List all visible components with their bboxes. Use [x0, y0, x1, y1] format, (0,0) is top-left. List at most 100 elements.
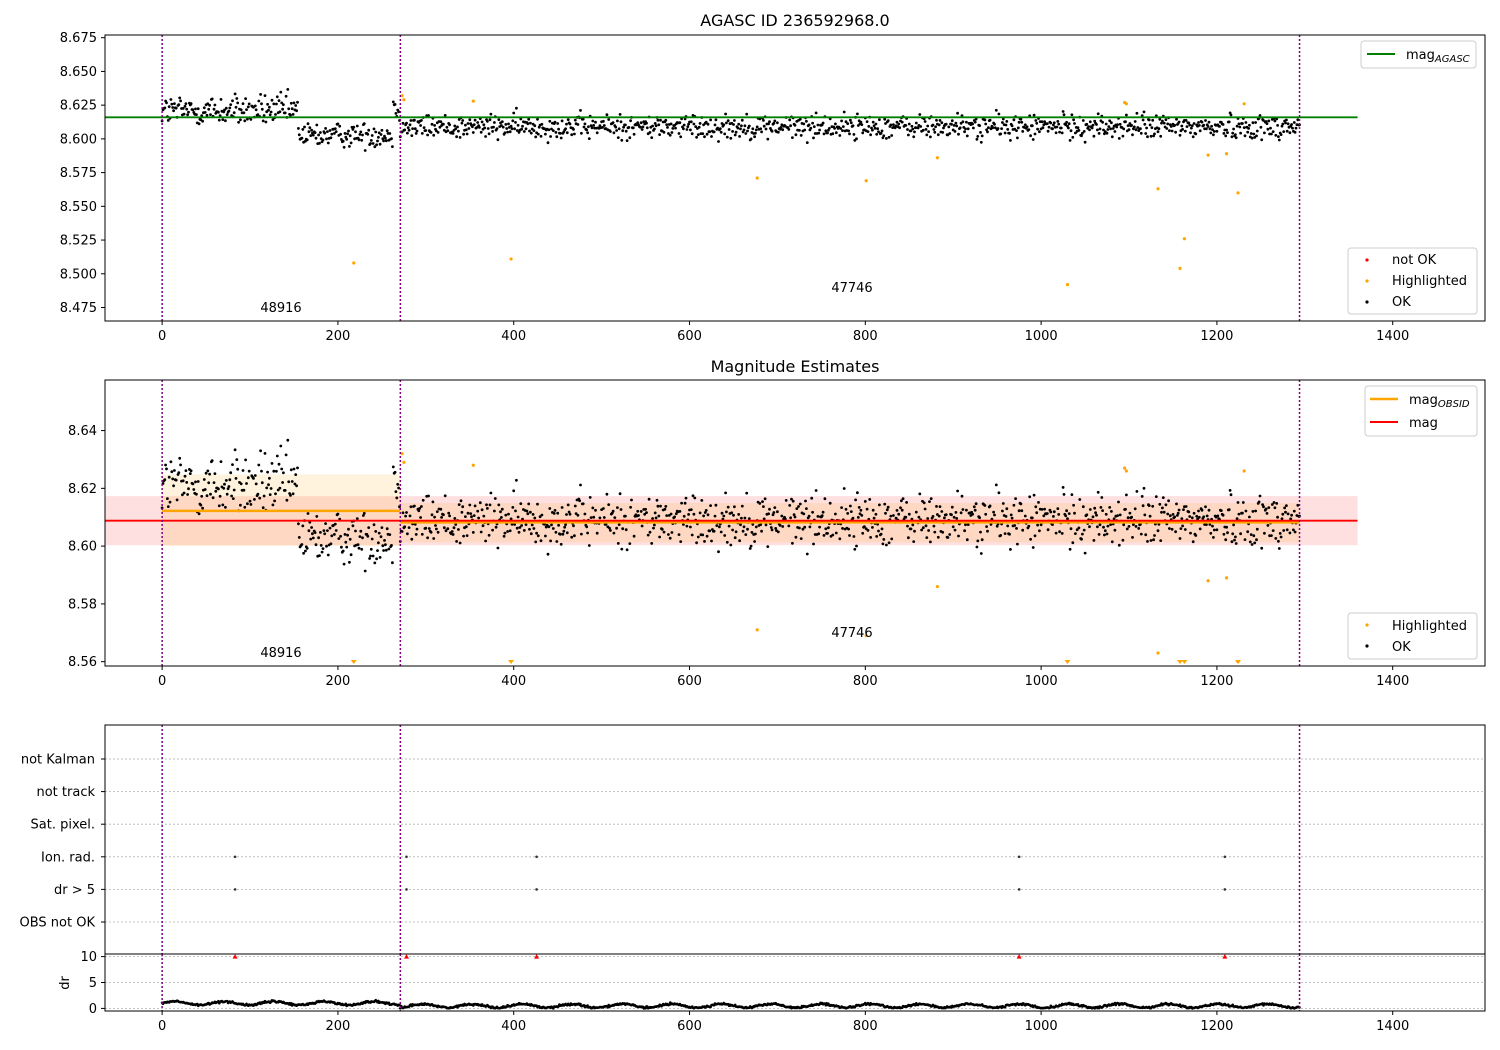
ok-point	[1227, 508, 1231, 512]
ok-point	[281, 481, 284, 484]
ok-point	[725, 135, 729, 139]
ok-point	[794, 133, 798, 137]
ok-point	[1294, 126, 1298, 130]
ok-point	[1096, 112, 1100, 116]
ok-point	[1167, 499, 1170, 503]
ok-point	[249, 118, 253, 121]
ok-point	[401, 511, 405, 515]
ok-point	[976, 135, 980, 138]
ok-point	[1001, 121, 1004, 124]
ok-point	[436, 131, 440, 134]
ok-point	[310, 128, 313, 132]
ok-point	[624, 123, 627, 127]
ok-point	[484, 135, 487, 138]
ok-point	[201, 506, 205, 510]
ok-point	[993, 122, 996, 126]
ok-point	[798, 526, 801, 530]
ok-point	[285, 498, 289, 502]
ok-point	[1117, 543, 1121, 547]
ok-point	[482, 514, 486, 518]
ok-point	[522, 529, 526, 532]
ok-point	[923, 507, 927, 511]
ok-point	[265, 486, 269, 490]
ok-point	[1070, 113, 1074, 117]
ok-point	[468, 503, 472, 507]
ok-point	[1177, 508, 1181, 512]
ok-point	[378, 142, 382, 146]
ok-point	[1126, 516, 1130, 520]
ok-point	[236, 467, 240, 471]
ok-point	[1081, 505, 1085, 509]
ok-point	[763, 497, 767, 501]
ok-point	[568, 122, 572, 126]
ok-point	[284, 94, 288, 98]
ok-point	[1029, 537, 1032, 541]
x-tick-label: 1400	[1376, 329, 1409, 344]
ok-point	[439, 120, 443, 124]
ok-point	[1140, 495, 1144, 498]
ok-point	[254, 108, 258, 112]
ok-point	[550, 127, 553, 131]
ok-point	[700, 499, 704, 502]
y-tick-label: 8.64	[68, 424, 97, 439]
ok-point	[300, 543, 304, 546]
ok-point	[506, 530, 509, 533]
ok-point	[578, 499, 581, 503]
ok-point	[446, 527, 450, 531]
ok-point	[224, 106, 228, 110]
flag-point	[535, 855, 538, 859]
ok-point	[391, 561, 394, 565]
ok-point	[413, 118, 416, 122]
ok-point	[1031, 546, 1035, 549]
x-tick-label: 1400	[1376, 1019, 1409, 1034]
highlighted-point	[400, 94, 404, 98]
ok-point	[645, 121, 648, 125]
ok-point	[823, 497, 827, 501]
ok-point	[917, 515, 921, 519]
ok-point	[261, 506, 265, 510]
ok-point	[1139, 532, 1143, 536]
ok-point	[466, 511, 470, 515]
ok-point	[319, 531, 322, 534]
ok-point	[856, 112, 859, 116]
ok-point	[733, 133, 737, 137]
ok-point	[369, 547, 373, 551]
ok-point	[517, 131, 521, 134]
ok-point	[651, 124, 654, 128]
ok-point	[1060, 131, 1064, 135]
ok-point	[717, 550, 720, 554]
flag-label: OBS not OK	[20, 916, 96, 931]
legend-ok-2: OK	[1392, 640, 1411, 655]
ok-point	[826, 532, 829, 535]
ok-point	[223, 482, 226, 486]
ok-point	[1197, 121, 1200, 124]
ok-point	[734, 530, 738, 534]
ok-point	[1038, 529, 1041, 533]
ok-point	[1267, 119, 1271, 123]
ok-point	[1091, 123, 1095, 127]
highlighted-point	[1124, 469, 1128, 473]
highlighted-point	[1182, 237, 1186, 241]
ok-point	[429, 131, 433, 134]
ok-point	[680, 501, 683, 505]
ok-point	[565, 531, 569, 535]
ok-point	[611, 121, 615, 124]
ok-point	[657, 123, 661, 127]
ok-point	[911, 523, 915, 527]
ok-point	[704, 509, 708, 512]
ok-point	[264, 120, 268, 124]
ok-point	[1054, 131, 1058, 135]
ok-point	[502, 534, 506, 538]
ok-point	[384, 136, 387, 140]
ok-point	[1248, 540, 1252, 544]
ok-point	[952, 124, 956, 127]
ok-point	[1292, 121, 1296, 124]
ok-point	[742, 525, 746, 529]
ok-point	[403, 525, 407, 529]
ok-point	[442, 122, 445, 126]
ok-point	[1068, 547, 1072, 551]
ok-point	[487, 132, 491, 136]
ok-point	[194, 480, 197, 484]
ok-point	[921, 526, 925, 530]
highlighted-point	[1224, 152, 1229, 156]
